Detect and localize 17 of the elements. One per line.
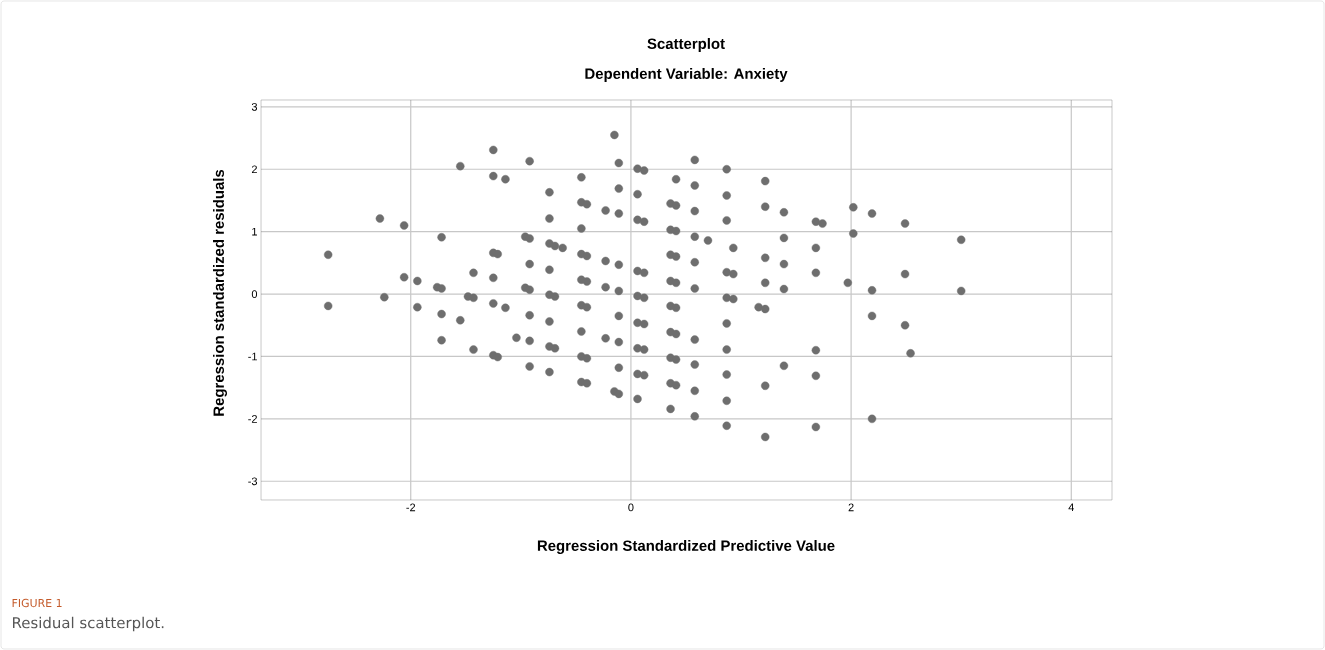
y-tick-label: 1 — [252, 227, 257, 236]
caption: FIGURE 1 — [12, 598, 62, 608]
x-axis-title: Regression Standardized Predictive Value — [537, 539, 835, 554]
x-tick-label: -2 — [406, 503, 416, 512]
y-tick-label: -2 — [248, 415, 257, 423]
x-tick-label: 0 — [628, 503, 634, 512]
x-tick-label: 2 — [848, 503, 854, 512]
y-tick-label: 2 — [251, 165, 257, 174]
y-tick-label: -3 — [248, 477, 258, 486]
y-tick-label: 0 — [251, 290, 258, 298]
text: Residual scatterplot. — [13, 616, 164, 632]
y-axis-title: Regression standardized residuals — [213, 169, 228, 416]
chart-subtitle: Dependent Variable: Anxiety — [585, 68, 788, 82]
y-tick-label: -1 — [248, 352, 257, 361]
y-tick-label: 3 — [251, 102, 258, 111]
x-tick-label: 4 — [1068, 503, 1074, 512]
chart-title: Scatterplot — [647, 38, 725, 52]
